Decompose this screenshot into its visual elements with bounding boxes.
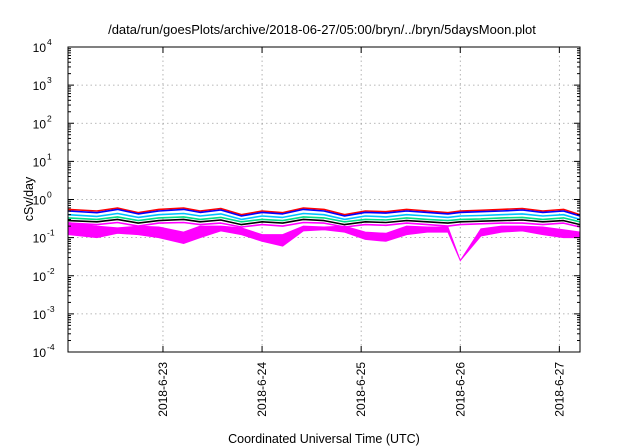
series-line-2 — [67, 208, 581, 217]
y-tick-label: 10 — [33, 41, 47, 55]
y-axis-label: cSv/day — [22, 176, 36, 221]
series-line-6 — [67, 221, 581, 228]
series-layer — [67, 207, 581, 262]
x-axis: 2018-6-23 2018-6-24 2018-6-25 2018-6-26 2018… — [156, 47, 566, 417]
series-line-3 — [67, 212, 581, 221]
y-tick-label: 10 — [33, 346, 47, 360]
y-tick-label: 10 — [33, 232, 47, 246]
y-tick-label: 10 — [33, 117, 47, 131]
y-tick-label: 10 — [33, 194, 47, 208]
y-tick-label: 10 — [33, 155, 47, 169]
y-tick-exponent: 0 — [47, 190, 52, 200]
y-tick-exponent: 4 — [47, 37, 52, 47]
y-tick-label: 10 — [33, 270, 47, 284]
series-line-5 — [67, 218, 581, 226]
y-tick-exponent: 1 — [47, 151, 52, 161]
y-tick-exponent: 3 — [47, 75, 52, 85]
x-tick-label: 2018-6-23 — [156, 362, 170, 417]
y-tick-exponent: 2 — [47, 113, 52, 123]
grid — [68, 47, 580, 352]
x-axis-label: Coordinated Universal Time (UTC) — [228, 432, 420, 446]
x-tick-label: 2018-6-27 — [552, 362, 566, 417]
series-line-4 — [67, 216, 581, 223]
y-tick-exponent: -1 — [47, 228, 55, 238]
x-tick-label: 2018-6-24 — [255, 362, 269, 417]
y-tick-exponent: -3 — [47, 304, 55, 314]
x-tick-label: 2018-6-25 — [354, 362, 368, 417]
y-tick-exponent: -4 — [47, 342, 55, 352]
series-line-1 — [67, 207, 581, 216]
y-tick-exponent: -2 — [47, 266, 55, 276]
y-tick-label: 10 — [33, 79, 47, 93]
chart-title: /data/run/goesPlots/archive/2018-06-27/0… — [108, 22, 536, 37]
series-band-0 — [67, 221, 581, 262]
y-tick-label: 10 — [33, 308, 47, 322]
x-tick-label: 2018-6-26 — [453, 362, 467, 417]
